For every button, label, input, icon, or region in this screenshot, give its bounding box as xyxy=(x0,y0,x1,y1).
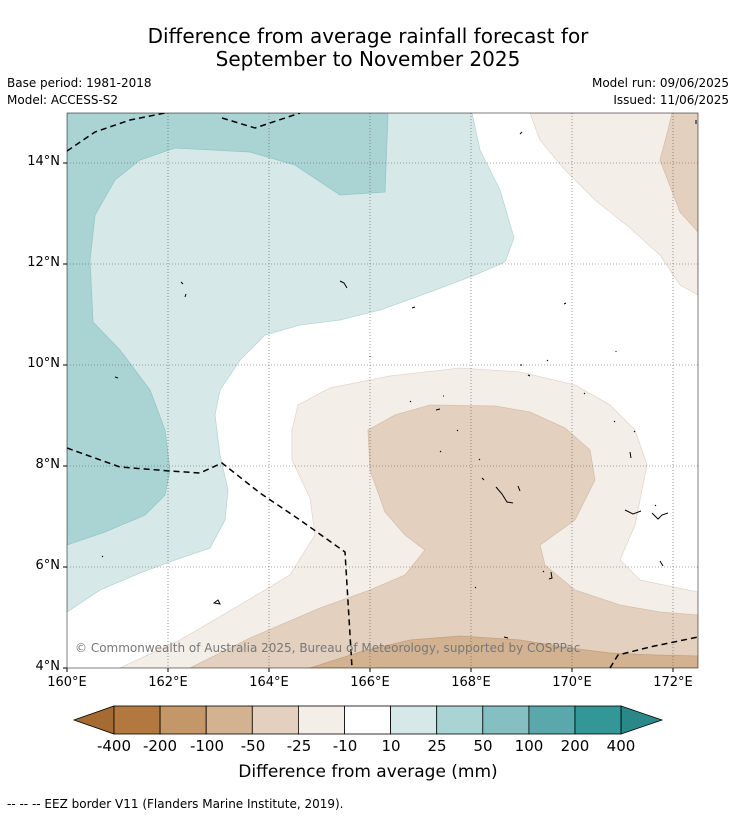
model-run: Model run: 09/06/2025 xyxy=(591,76,729,90)
lat-label-14n: 14°N xyxy=(27,154,60,169)
colorbar-swatch xyxy=(113,705,161,735)
contour-minus-25-bottom xyxy=(189,404,698,668)
lon-label-166e: 166°E xyxy=(350,675,390,690)
eez-legend-note: -- -- -- EEZ border V11 (Flanders Marine… xyxy=(7,797,344,811)
colorbar-extend-low xyxy=(72,705,115,735)
colorbar-swatch xyxy=(159,705,207,735)
map-title-line-2: September to November 2025 xyxy=(215,47,521,71)
colorbar-tick-minus-400: -400 xyxy=(96,737,132,755)
lat-label-8n: 8°N xyxy=(35,457,61,472)
lat-label-4n: 4°N xyxy=(35,659,61,674)
colorbar-swatch xyxy=(251,705,299,735)
colorbar-tick-10: 10 xyxy=(381,737,401,755)
colorbar-swatch xyxy=(390,705,438,735)
colorbar-tick-minus-50: -50 xyxy=(240,737,266,755)
map-title-line-1: Difference from average rainfall forecas… xyxy=(147,24,589,48)
colorbar-swatch xyxy=(344,705,391,735)
contour-minus-50-bottom xyxy=(309,635,698,668)
contour-minus-25-top-right xyxy=(659,113,698,233)
colorbar-swatch xyxy=(297,705,345,735)
colorbar-swatch xyxy=(574,705,622,735)
colorbar-tick-200: 200 xyxy=(560,737,590,755)
lon-label-160e: 160°E xyxy=(47,675,87,690)
lon-label-168e: 168°E xyxy=(451,675,491,690)
colorbar-tick-minus-200: -200 xyxy=(142,737,178,755)
lon-label-164e: 164°E xyxy=(249,675,289,690)
colorbar-swatch xyxy=(482,705,530,735)
base-period: Base period: 1981-2018 xyxy=(7,76,152,90)
lon-label-172e: 172°E xyxy=(653,675,693,690)
contour-25-50-mm xyxy=(67,113,389,546)
colorbar-extend-high xyxy=(620,705,664,735)
contour-10-25-mm xyxy=(67,113,515,613)
copyright-notice: © Commonwealth of Australia 2025, Bureau… xyxy=(75,641,581,655)
map-grid xyxy=(67,113,698,668)
lon-label-162e: 162°E xyxy=(148,675,188,690)
colorbar xyxy=(72,705,664,735)
colorbar-tick-minus-25: -25 xyxy=(286,737,312,755)
islands xyxy=(101,120,697,639)
colorbar-label: Difference from average (mm) xyxy=(238,762,498,782)
colorbar-tick-minus-100: -100 xyxy=(189,737,225,755)
issued-date: Issued: 11/06/2025 xyxy=(613,93,729,107)
colorbar-swatch xyxy=(528,705,576,735)
rainfall-map xyxy=(67,113,698,668)
eez-borders xyxy=(67,113,698,668)
colorbar-tick-100: 100 xyxy=(514,737,544,755)
lat-label-6n: 6°N xyxy=(35,558,61,573)
lon-label-170e: 170°E xyxy=(552,675,592,690)
lat-label-12n: 12°N xyxy=(27,255,60,270)
colorbar-swatch xyxy=(205,705,253,735)
map-frame xyxy=(66,112,699,669)
lat-label-10n: 10°N xyxy=(27,356,60,371)
colorbar-tick-minus-10: -10 xyxy=(332,737,358,755)
axis-ticks xyxy=(63,162,674,672)
model-name: Model: ACCESS-S2 xyxy=(7,93,119,107)
colorbar-tick-25: 25 xyxy=(427,737,447,755)
colorbar-tick-50: 50 xyxy=(473,737,493,755)
colorbar-swatch xyxy=(436,705,484,735)
colorbar-tick-400: 400 xyxy=(606,737,636,755)
